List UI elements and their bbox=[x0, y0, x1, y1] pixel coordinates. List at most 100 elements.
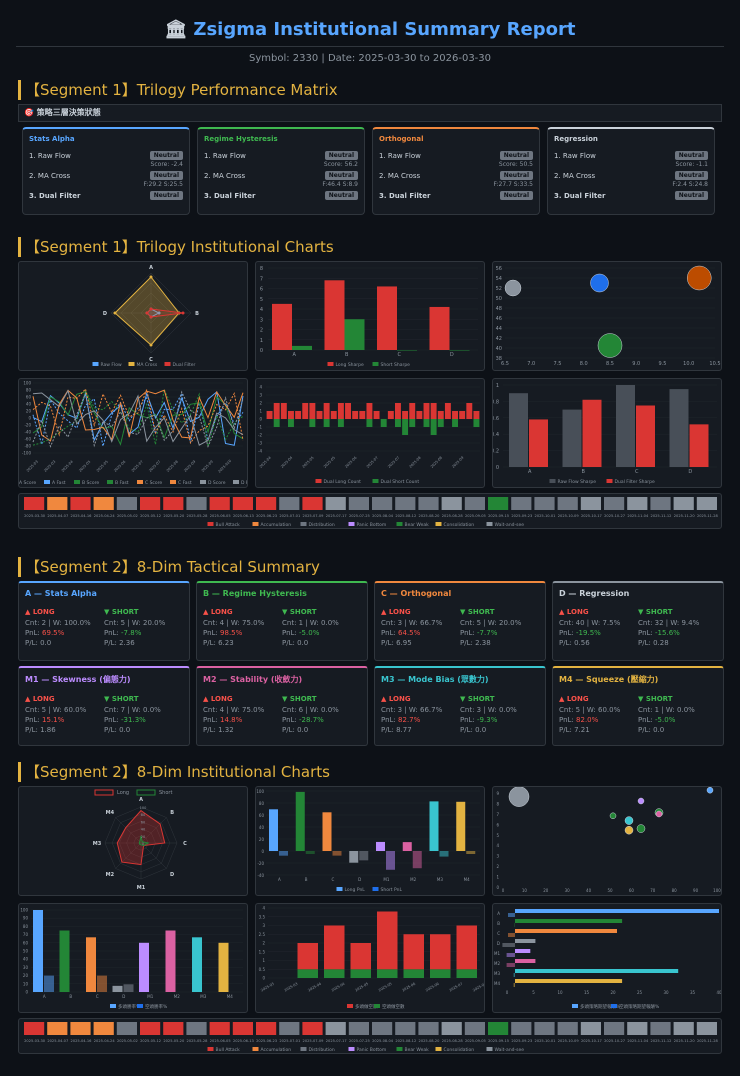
dual-short-bar bbox=[402, 419, 409, 435]
long-count: Cnt: 4 | W: 75.0% bbox=[203, 706, 265, 714]
x-tick: 2025-06 bbox=[113, 460, 126, 473]
lines-legend-swatch bbox=[74, 480, 80, 484]
y-tick: 50 bbox=[23, 949, 29, 954]
dim-card: M1 — Skewness (偏態力) ▲ LONG Cnt: 5 | W: 6… bbox=[18, 666, 190, 746]
pnl-short-bar bbox=[359, 851, 369, 861]
x-tick: 10 bbox=[557, 990, 563, 995]
pnl-long-bar bbox=[322, 812, 332, 851]
dim-card: D — Regression ▲ LONG Cnt: 40 | W: 7.5% … bbox=[552, 581, 724, 661]
strip-legend-swatch bbox=[300, 522, 307, 526]
s2-radar-panel: 100 80 60 40 20 0 A B C D M1 M2 M3 M4 Long Short bbox=[18, 786, 248, 896]
y-tick: 48 bbox=[496, 306, 502, 312]
radar-axis-label: C bbox=[183, 841, 187, 847]
strip-legend-label: Consolidation bbox=[444, 1047, 475, 1053]
radar-ring-label: 80 bbox=[141, 813, 145, 817]
report-title: 🏛 Zsigma Institutional Summary Report bbox=[164, 19, 576, 40]
strip-legend-label: Accumulation bbox=[261, 1047, 292, 1053]
dim-card-title: M1 — Skewness (偏態力) bbox=[25, 675, 131, 684]
regime-cell bbox=[511, 1022, 532, 1035]
long-column: ▲ LONG Cnt: 4 | W: 75.0% PnL: 14.8% P/L:… bbox=[203, 695, 282, 735]
stack-short-bar bbox=[350, 969, 371, 978]
radar-point bbox=[149, 307, 153, 311]
hbar-short bbox=[502, 943, 515, 947]
status-badge: Neutral bbox=[324, 191, 358, 200]
strip-legend-label: Panic Bottom bbox=[357, 522, 387, 528]
y-tick: 0 bbox=[28, 416, 31, 421]
strip-date: 2025-04-24 bbox=[94, 514, 116, 518]
row-label: 3. Dual Filter bbox=[204, 191, 256, 200]
dual-short-bar bbox=[409, 419, 416, 427]
y-tick: 0 bbox=[260, 348, 263, 354]
regime-cell bbox=[140, 497, 161, 510]
x-tick: 9.0 bbox=[632, 361, 640, 367]
regime-cell bbox=[464, 497, 485, 510]
y-tick: 2 bbox=[260, 328, 263, 334]
x-tick: 10.5 bbox=[709, 361, 720, 367]
regime-cell bbox=[464, 1022, 485, 1035]
x-tick: C bbox=[635, 469, 639, 475]
stack-short-bar bbox=[430, 969, 451, 978]
radar-spoke bbox=[115, 842, 142, 869]
x-tick: 2025-06 bbox=[425, 982, 440, 993]
strip-date: 2025-09-23 bbox=[511, 514, 532, 518]
short-pnl: PnL: -28.7% bbox=[282, 716, 324, 724]
lines-legend-label: D Score bbox=[208, 480, 226, 486]
long-pl: P/L: 8.77 bbox=[381, 726, 412, 734]
lines-legend-label: A Score bbox=[19, 480, 36, 486]
radar-axis-label: M4 bbox=[106, 810, 115, 816]
y-tick: 46 bbox=[496, 316, 502, 322]
strip-date: 2025-08-28 bbox=[442, 514, 464, 518]
trilogy-card-title: Orthogonal bbox=[379, 135, 424, 143]
strip-date: 2025-05-28 bbox=[187, 1039, 209, 1043]
x-tick: B bbox=[69, 994, 72, 999]
strip-date: 2025-11-28 bbox=[697, 514, 719, 518]
x-tick: 0 bbox=[502, 888, 505, 893]
radar-short bbox=[138, 835, 150, 847]
trilogy-row: 1. Raw Flow Neutral bbox=[29, 151, 183, 160]
x-tick: 2025-04 bbox=[61, 459, 75, 473]
status-badge: Neutral bbox=[149, 191, 183, 200]
stack-long-bar bbox=[324, 925, 345, 970]
x-tick: 10.0 bbox=[683, 361, 694, 367]
radar-point bbox=[149, 275, 153, 279]
x-tick: A bbox=[528, 469, 532, 475]
radar-legend-label: Raw Flow bbox=[101, 362, 122, 368]
y-tick: -1 bbox=[258, 425, 262, 430]
x-tick: 2025-05 bbox=[323, 456, 336, 469]
stack-legend-label: 空頭做空數 bbox=[382, 1003, 405, 1010]
long-header: ▲ LONG bbox=[381, 695, 411, 703]
radar-ring-label: 100 bbox=[140, 806, 147, 810]
short-pnl: PnL: -31.3% bbox=[104, 716, 146, 724]
y-tick: 100 bbox=[20, 908, 28, 913]
y-tick: 0.4 bbox=[493, 432, 499, 438]
lines-legend-swatch bbox=[107, 480, 113, 484]
section-title-s2a: 【Segment 2】8-Dim Tactical Summary bbox=[18, 557, 320, 577]
x-tick: 2025-05 bbox=[354, 982, 369, 993]
legend-long-label: Long bbox=[117, 790, 129, 796]
long-column: ▲ LONG Cnt: 3 | W: 66.7% PnL: 82.7% P/L:… bbox=[381, 695, 460, 735]
strip-date: 2025-11-28 bbox=[697, 1039, 719, 1043]
long-pnl: PnL: 82.0% bbox=[559, 716, 599, 724]
y-tick: 0.6 bbox=[493, 416, 499, 422]
dual-long-bar bbox=[288, 411, 294, 419]
radar-axis-label: M3 bbox=[93, 841, 102, 847]
radar-ring-label: 20 bbox=[141, 835, 145, 839]
y-tick: 60 bbox=[259, 813, 265, 818]
strip-date: 2025-05-02 bbox=[117, 514, 138, 518]
hbar-long bbox=[515, 949, 531, 953]
x-tick: 2025-04 bbox=[280, 455, 294, 469]
short-pl: P/L: 0.0 bbox=[282, 639, 309, 647]
series-line bbox=[32, 387, 244, 445]
bar-legend-label: Short Sharpe bbox=[381, 362, 411, 368]
strip-legend-swatch bbox=[435, 1047, 442, 1051]
regime-cell bbox=[418, 497, 439, 510]
win-long-bar bbox=[218, 942, 229, 992]
row-score: F:29.2 S:25.5 bbox=[143, 181, 183, 188]
radar-ring-label: 40 bbox=[141, 828, 145, 832]
short-pnl: PnL: -7.8% bbox=[104, 629, 142, 637]
win-long-bar bbox=[59, 930, 70, 992]
y-tick: C bbox=[497, 931, 500, 936]
trilogy-row: 1. Raw Flow Neutral bbox=[379, 151, 533, 160]
x-tick: B bbox=[305, 877, 308, 882]
win-long-bar bbox=[165, 930, 176, 992]
